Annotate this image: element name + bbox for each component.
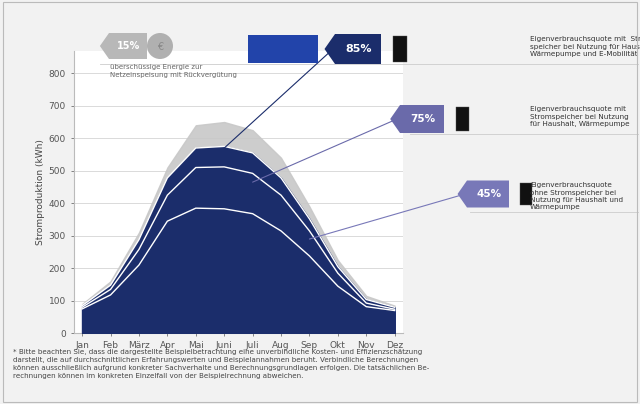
Text: * Bitte beachten Sie, dass die dargestellte Beispielbetrachtung eine unverbindli: * Bitte beachten Sie, dass die dargestel… (13, 349, 429, 379)
Text: überschüssige Energie zur
Netzeinspeisung mit Rückvergütung: überschüssige Energie zur Netzeinspeisun… (110, 64, 237, 78)
Bar (456, 107, 468, 131)
Text: 15%: 15% (117, 41, 141, 51)
Y-axis label: Stromproduktion (kWh): Stromproduktion (kWh) (36, 139, 45, 245)
Text: 45%: 45% (476, 189, 502, 199)
Text: €: € (157, 42, 163, 52)
Bar (248, 35, 318, 63)
Polygon shape (100, 33, 147, 59)
Text: Eigenverbrauchsquote mit
Stromspeicher bei Nutzung
für Haushalt, Wärmepumpe: Eigenverbrauchsquote mit Stromspeicher b… (530, 106, 630, 127)
Bar (393, 36, 407, 62)
Polygon shape (390, 105, 444, 133)
Polygon shape (324, 34, 381, 64)
Polygon shape (458, 181, 509, 208)
Bar (520, 183, 532, 205)
Text: Eigenverbrauchsquote mit  Strom-
speicher bei Nutzung für Haushalt,
Wärmepumpe u: Eigenverbrauchsquote mit Strom- speicher… (530, 36, 640, 57)
Text: Eigenverbrauchsquote
ohne Stromspeicher bei
Nutzung für Haushalt und
Wärmepumpe: Eigenverbrauchsquote ohne Stromspeicher … (530, 182, 623, 210)
Circle shape (147, 33, 173, 59)
Text: 75%: 75% (410, 114, 436, 124)
Text: 85%: 85% (346, 44, 372, 54)
